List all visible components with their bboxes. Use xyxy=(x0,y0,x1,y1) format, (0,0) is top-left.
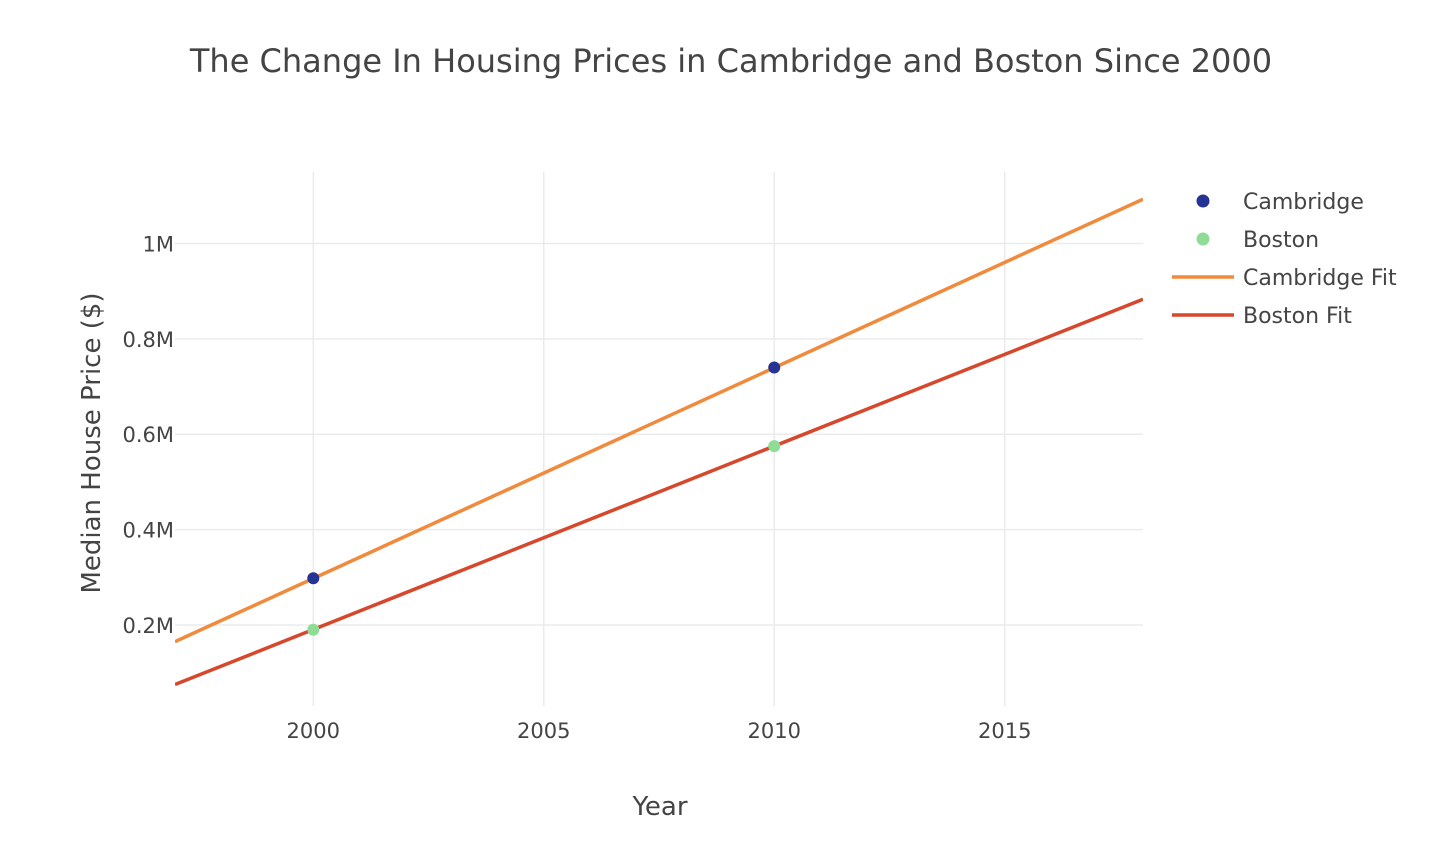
y-tick-label: 0.4M xyxy=(122,519,174,543)
legend-label: Boston xyxy=(1243,228,1319,253)
boston-point[interactable] xyxy=(768,440,781,453)
plot-area xyxy=(175,197,1143,687)
legend[interactable]: Cambridge Boston Cambridge Fit Boston Fit xyxy=(1172,190,1397,329)
boston-fit-line xyxy=(175,297,1143,687)
fit-lines xyxy=(175,197,1143,687)
x-tick-label: 2005 xyxy=(517,719,570,743)
x-axis-title: Year xyxy=(631,792,687,822)
boston-point[interactable] xyxy=(307,623,320,636)
x-tick-label: 2010 xyxy=(748,719,801,743)
legend-item-cambridge-fit[interactable]: Cambridge Fit xyxy=(1172,266,1397,291)
legend-item-cambridge[interactable]: Cambridge xyxy=(1196,190,1364,215)
legend-label: Cambridge xyxy=(1243,190,1364,215)
y-axis-title: Median House Price ($) xyxy=(77,292,107,593)
y-tick-label: 1M xyxy=(143,233,174,257)
legend-label: Boston Fit xyxy=(1243,304,1352,329)
legend-marker-icon xyxy=(1196,232,1210,246)
cambridge-point[interactable] xyxy=(768,361,781,374)
x-axis-ticks: 2000 2005 2010 2015 xyxy=(287,719,1032,743)
y-tick-label: 0.6M xyxy=(122,423,174,447)
legend-marker-icon xyxy=(1196,194,1210,208)
data-markers xyxy=(307,361,781,636)
cambridge-fit-line xyxy=(175,197,1143,644)
y-tick-label: 0.8M xyxy=(122,328,174,352)
x-tick-label: 2015 xyxy=(978,719,1031,743)
x-tick-label: 2000 xyxy=(287,719,340,743)
legend-item-boston-fit[interactable]: Boston Fit xyxy=(1172,304,1352,329)
grid xyxy=(175,172,1143,706)
legend-item-boston[interactable]: Boston xyxy=(1196,228,1320,253)
cambridge-point[interactable] xyxy=(307,572,320,585)
legend-label: Cambridge Fit xyxy=(1243,266,1397,291)
y-axis-ticks: 0.2M 0.4M 0.6M 0.8M 1M xyxy=(122,233,174,638)
chart-title: The Change In Housing Prices in Cambridg… xyxy=(189,42,1272,80)
y-tick-label: 0.2M xyxy=(122,614,174,638)
